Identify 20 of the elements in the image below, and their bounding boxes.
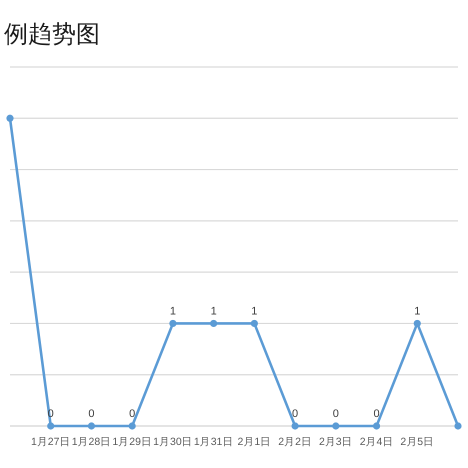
x-tick-label: 1月30日 — [153, 436, 193, 448]
x-tick-label: 1月28日 — [72, 436, 112, 448]
data-label: 1 — [414, 305, 420, 318]
data-label: 0 — [129, 408, 136, 420]
data-label: 0 — [373, 408, 380, 420]
data-label: 0 — [292, 408, 298, 420]
chart-title: 例趋势图 — [4, 22, 100, 48]
x-tick-label: 2月1日 — [238, 436, 272, 448]
x-tick-label: 2月2日 — [278, 436, 312, 448]
x-tick-label: 2月4日 — [360, 436, 394, 448]
data-label: 0 — [332, 408, 339, 420]
data-label: 0 — [88, 408, 95, 420]
data-label: 1 — [210, 305, 217, 318]
x-tick-label: 2月3日 — [318, 436, 353, 448]
data-label: 1 — [251, 305, 258, 318]
x-tick-label: 1月27日 — [30, 436, 70, 448]
x-tick-label: 1月31日 — [194, 436, 234, 448]
x-tick-label: 2月5日 — [400, 436, 434, 448]
x-tick-label: 1月29日 — [112, 436, 152, 448]
data-label: 1 — [170, 305, 176, 318]
